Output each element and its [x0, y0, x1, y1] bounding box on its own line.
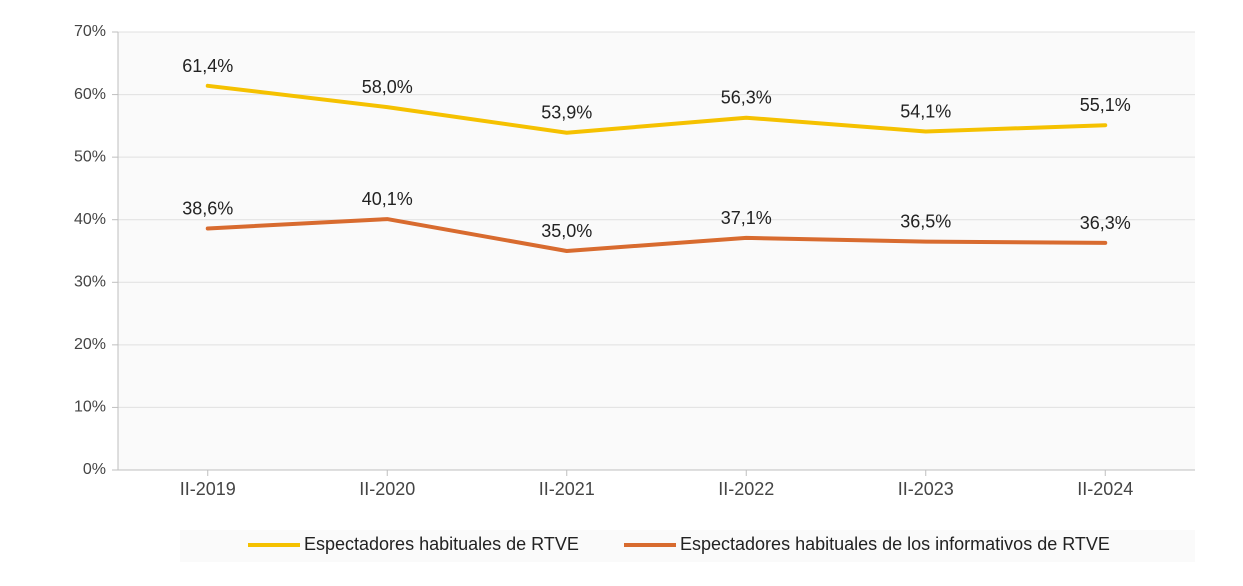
- series-1-data-label: 35,0%: [541, 221, 592, 241]
- x-axis-label: II-2024: [1077, 479, 1133, 499]
- legend-label-0: Espectadores habituales de RTVE: [304, 534, 579, 554]
- y-axis-label: 40%: [74, 211, 106, 228]
- series-1-data-label: 36,3%: [1080, 213, 1131, 233]
- x-axis-label: II-2019: [180, 479, 236, 499]
- y-axis-label: 10%: [74, 399, 106, 416]
- chart-svg: 0% 10% 20% 30% 40% 50% 60% 70% II-2019 II-2020 II-…: [0, 0, 1243, 586]
- series-1-data-label: 40,1%: [362, 189, 413, 209]
- y-axis-label: 70%: [74, 23, 106, 40]
- x-axis-label: II-2020: [359, 479, 415, 499]
- line-chart: 0% 10% 20% 30% 40% 50% 60% 70% II-2019 II-2020 II-…: [0, 0, 1243, 586]
- series-0-data-label: 55,1%: [1080, 95, 1131, 115]
- plot-background: [118, 32, 1195, 470]
- y-axis-label: 60%: [74, 86, 106, 103]
- series-0-data-label: 53,9%: [541, 103, 592, 123]
- y-axis-label: 30%: [74, 274, 106, 291]
- y-axis-label: 50%: [74, 148, 106, 165]
- series-0-data-label: 58,0%: [362, 77, 413, 97]
- series-0-data-label: 54,1%: [900, 101, 951, 121]
- series-1-data-label: 37,1%: [721, 208, 772, 228]
- y-axis-label: 0%: [83, 461, 106, 478]
- series-0-data-label: 61,4%: [182, 56, 233, 76]
- x-axis-label: II-2021: [539, 479, 595, 499]
- y-axis-label: 20%: [74, 336, 106, 353]
- legend-label-1: Espectadores habituales de los informati…: [680, 534, 1110, 554]
- x-axis-label: II-2022: [718, 479, 774, 499]
- x-axis-label: II-2023: [898, 479, 954, 499]
- series-0-data-label: 56,3%: [721, 88, 772, 108]
- series-1-data-label: 38,6%: [182, 198, 233, 218]
- series-1-data-label: 36,5%: [900, 212, 951, 232]
